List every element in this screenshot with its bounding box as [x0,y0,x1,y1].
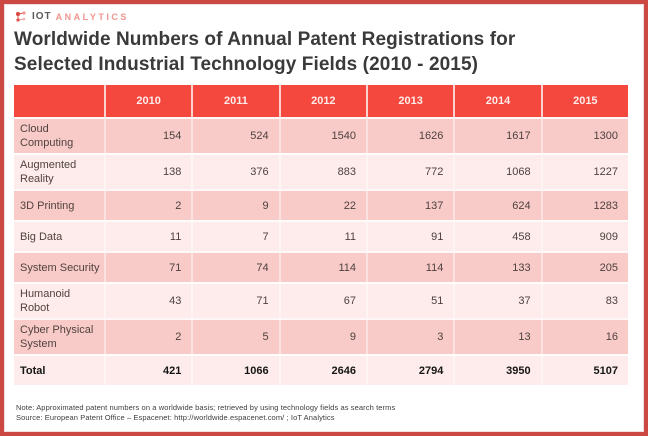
cell-2012: 67 [278,284,366,318]
cell-2013: 91 [366,222,453,251]
year-header-2014: 2014 [453,85,540,117]
row-label: Cyber Physical System [20,324,94,350]
row-label: Cloud Computing [20,123,74,149]
title-line-1: Worldwide Numbers of Annual Patent Regis… [14,29,516,50]
cell-2015: 1300 [540,119,628,153]
cell-2011: 74 [191,253,278,282]
cell-2015: 5107 [540,356,628,385]
note-text: Note: Approximated patent numbers on a w… [16,403,396,412]
row-label: 3D Printing [20,199,75,212]
cell-2011: 1066 [191,356,278,385]
source-text: Source: European Patent Office – Espacen… [16,413,335,422]
cell-2011: 5 [191,320,278,354]
row-label: Humanoid Robot [20,288,71,314]
cell-2015: 909 [540,222,628,251]
cell-2012: 22 [278,191,366,220]
table-header-row: 2010 2011 2012 2013 2014 2015 [14,85,628,117]
cell-2014: 133 [453,253,540,282]
logo-text-iot: IOT [32,11,52,22]
page-title: Worldwide Numbers of Annual Patent Regis… [14,27,634,77]
cell-2012: 9 [278,320,366,354]
year-header-2015: 2015 [540,85,628,117]
cell-2010: 154 [104,119,191,153]
year-header-2012: 2012 [278,85,366,117]
table-body: Cloud Computing 154 524 1540 1626 1617 1300 Aug… [14,117,628,385]
logo-text-analytics: ANALYTICS [55,11,129,22]
row-label: Total [20,364,46,377]
table-row: Augmented Reality 138 376 883 772 1068 1227 [14,153,628,189]
cell-2015: 16 [540,320,628,354]
cell-2011: 376 [191,155,278,189]
cell-2013: 137 [366,191,453,220]
cell-2014: 624 [453,191,540,220]
row-label: Big Data [20,230,63,243]
cell-2014: 3950 [453,356,540,385]
cell-2013: 114 [366,253,453,282]
cell-2010: 2 [104,320,191,354]
cell-2010: 138 [104,155,191,189]
molecule-network-icon [14,10,28,24]
cell-2015: 83 [540,284,628,318]
patent-table: 2010 2011 2012 2013 2014 2015 Cloud Computing… [14,85,628,385]
cell-2010: 421 [104,356,191,385]
cell-2010: 71 [104,253,191,282]
cell-2013: 2794 [366,356,453,385]
cell-2012: 114 [278,253,366,282]
cell-2015: 1283 [540,191,628,220]
cell-2012: 883 [278,155,366,189]
table-row: System Security 71 74 114 114 133 205 [14,251,628,282]
title-line-2: Selected Industrial Technology Fields (2… [14,54,479,75]
cell-2013: 51 [366,284,453,318]
table-row: Cyber Physical System 2 5 9 3 13 16 [14,318,628,354]
cell-2011: 71 [191,284,278,318]
year-header-2013: 2013 [366,85,453,117]
cell-2014: 1617 [453,119,540,153]
table-row: 3D Printing 2 9 22 137 624 1283 [14,189,628,220]
table-row: Humanoid Robot 43 71 67 51 37 83 [14,282,628,318]
cell-2014: 37 [453,284,540,318]
row-label: Augmented Reality [20,159,77,185]
table-row: Big Data 11 7 11 91 458 909 [14,220,628,251]
cell-2014: 458 [453,222,540,251]
cell-2012: 2646 [278,356,366,385]
footer-notes: Note: Approximated patent numbers on a w… [16,403,395,423]
cell-2011: 9 [191,191,278,220]
cell-2013: 772 [366,155,453,189]
cell-2013: 3 [366,320,453,354]
cell-2015: 1227 [540,155,628,189]
year-header-2011: 2011 [191,85,278,117]
iot-analytics-logo: IOT ANALYTICS [14,9,634,24]
cell-2015: 205 [540,253,628,282]
cell-2014: 13 [453,320,540,354]
corner-header-cell [14,85,104,117]
infographic: IOT ANALYTICS Worldwide Numbers of Annua… [4,4,644,432]
cell-2010: 2 [104,191,191,220]
row-label: System Security [20,261,100,274]
cell-2010: 43 [104,284,191,318]
cell-2012: 1540 [278,119,366,153]
total-row: Total 421 1066 2646 2794 3950 5107 [14,354,628,385]
cell-2014: 1068 [453,155,540,189]
cell-2011: 524 [191,119,278,153]
year-header-2010: 2010 [104,85,191,117]
table-row: Cloud Computing 154 524 1540 1626 1617 1300 [14,117,628,153]
cell-2010: 11 [104,222,191,251]
cell-2013: 1626 [366,119,453,153]
cell-2011: 7 [191,222,278,251]
cell-2012: 11 [278,222,366,251]
